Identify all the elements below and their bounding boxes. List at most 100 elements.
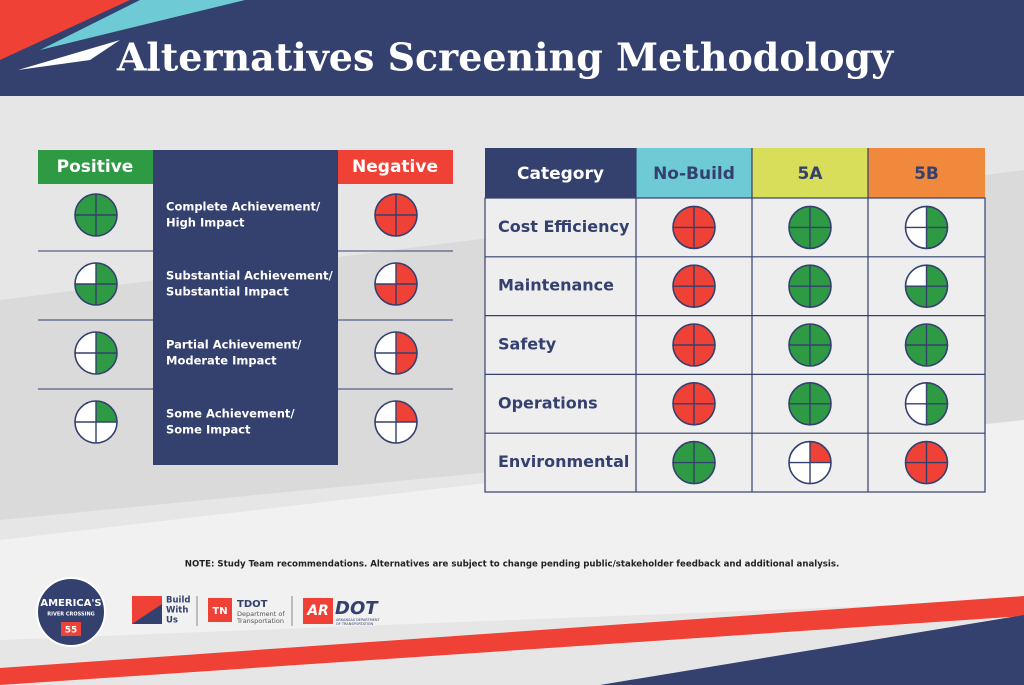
- logo-text: TN: [212, 606, 227, 617]
- logo-mark: [132, 604, 162, 624]
- harvey-ball: [904, 440, 949, 485]
- logo-text: Us: [166, 616, 178, 626]
- level-label: Moderate Impact: [166, 354, 277, 368]
- level-label: Partial Achievement/: [166, 338, 302, 352]
- harvey-ball: [374, 331, 418, 375]
- harvey-ball: [74, 193, 118, 237]
- harvey-ball: [74, 331, 118, 375]
- harvey-ball: [904, 264, 949, 309]
- ball-quarter: [673, 441, 694, 463]
- harvey-ball: [904, 381, 949, 426]
- logo-text: Department of: [237, 610, 285, 618]
- ball-quarter: [96, 353, 117, 374]
- ball-quarter: [96, 215, 117, 236]
- logo-text: AR: [306, 603, 329, 619]
- logo-text: DOT: [335, 598, 379, 619]
- ball-quarter: [694, 441, 715, 463]
- ball-quarter: [673, 286, 694, 308]
- footer-accent: [0, 596, 1024, 685]
- ball-quarter: [96, 284, 117, 305]
- ball-quarter: [673, 324, 694, 345]
- level-column: [153, 150, 338, 465]
- level-label: Some Achievement/: [166, 407, 295, 421]
- ball-quarter: [810, 324, 831, 345]
- logo-text: OF TRANSPORTATION: [336, 622, 373, 626]
- harvey-ball: [788, 381, 832, 426]
- ball-quarter: [96, 194, 117, 215]
- level-label: Some Impact: [166, 423, 251, 437]
- logo-tdot: TN TDOT Department of Transportation: [208, 596, 293, 626]
- ball-quarter: [673, 227, 694, 249]
- logo-ardot: AR DOT ARKANSAS DEPARTMENT OF TRANSPORTA…: [303, 598, 380, 626]
- ball-quarter: [789, 227, 810, 249]
- ball-quarter: [810, 206, 831, 228]
- category: Safety: [498, 335, 557, 354]
- ball-quarter: [789, 345, 810, 366]
- column-header: 5A: [798, 164, 824, 184]
- column-header: 5B: [914, 164, 939, 184]
- ball-quarter: [694, 462, 715, 484]
- category: Maintenance: [498, 276, 614, 295]
- level-label: High Impact: [166, 216, 245, 230]
- positive-header: [38, 150, 153, 184]
- ball-quarter: [96, 332, 117, 353]
- logo-text: 55: [65, 626, 78, 636]
- ball-quarter: [789, 403, 810, 425]
- negative-label: Negative: [352, 157, 438, 177]
- harvey-ball: [788, 264, 832, 309]
- title: Alternatives Screening Methodology: [116, 35, 894, 80]
- ball-quarter: [396, 263, 417, 284]
- harvey-ball: [672, 440, 716, 485]
- ball-quarter: [396, 194, 417, 215]
- logo-text: TDOT: [237, 599, 268, 610]
- ball-quarter: [694, 403, 715, 425]
- ball-quarter: [375, 284, 396, 305]
- ball-quarter: [905, 462, 927, 484]
- logo-mark: [208, 598, 232, 622]
- ball-quarter: [810, 286, 831, 308]
- ball-quarter: [694, 265, 715, 287]
- ball-quarter: [926, 206, 948, 228]
- ball-quarter: [926, 324, 948, 345]
- ball-quarter: [926, 382, 948, 404]
- ball-quarter: [789, 382, 810, 404]
- logo-text: ARKANSAS DEPARTMENT: [336, 618, 380, 622]
- header-accent: [0, 0, 130, 60]
- logo-text: Build: [166, 596, 190, 606]
- ball-quarter: [905, 441, 927, 463]
- shield: [61, 622, 81, 636]
- ball-quarter: [810, 227, 831, 249]
- ball-quarter: [694, 227, 715, 249]
- harvey-ball: [904, 205, 949, 250]
- header-cell: [485, 148, 636, 198]
- ball-quarter: [810, 382, 831, 404]
- ball-quarter: [694, 206, 715, 228]
- harvey-ball: [374, 400, 418, 444]
- ball-quarter: [789, 265, 810, 287]
- ball-quarter: [75, 284, 96, 305]
- ball-quarter: [396, 215, 417, 236]
- harvey-ball: [904, 323, 949, 367]
- ball-quarter: [396, 401, 417, 422]
- category: Operations: [498, 393, 598, 412]
- ball-quarter: [673, 265, 694, 287]
- ball-quarter: [694, 286, 715, 308]
- logo-text: With: [166, 606, 188, 616]
- level-label: Substantial Impact: [166, 285, 289, 299]
- header-accent: [18, 40, 120, 70]
- ball-quarter: [673, 345, 694, 366]
- header-cell: [752, 148, 868, 198]
- ball-quarter: [673, 462, 694, 484]
- header-cell: [636, 148, 752, 198]
- ball-quarter: [673, 206, 694, 228]
- harvey-ball: [374, 262, 418, 306]
- ball-quarter: [375, 215, 396, 236]
- ball-quarter: [905, 345, 927, 366]
- ball-quarter: [926, 462, 948, 484]
- ball-quarter: [673, 382, 694, 404]
- ball-quarter: [905, 324, 927, 345]
- footer-accent: [600, 615, 1024, 685]
- positive-label: Positive: [57, 157, 134, 177]
- ball-quarter: [789, 324, 810, 345]
- ball-quarter: [694, 382, 715, 404]
